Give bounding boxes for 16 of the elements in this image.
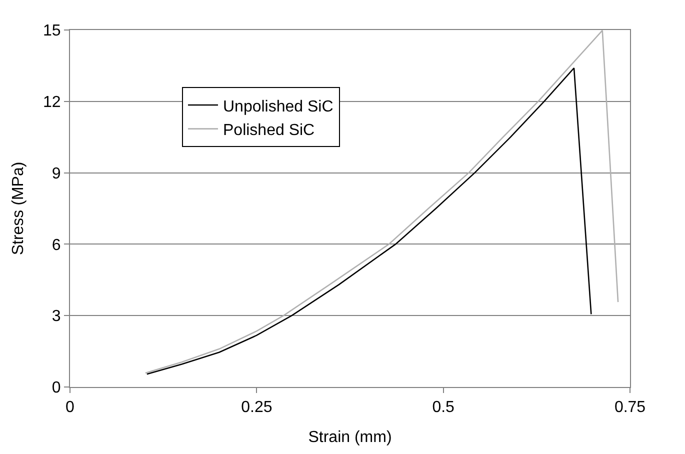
y-axis-title: Stress (MPa) xyxy=(10,162,27,256)
y-tick-label: 15 xyxy=(43,22,61,40)
x-tick-label: 0.5 xyxy=(432,399,455,416)
y-tick-label: 9 xyxy=(52,165,61,182)
line-series xyxy=(146,67,592,375)
x-tick-label: 0.75 xyxy=(614,399,646,416)
x-tick-label: 0 xyxy=(66,399,75,416)
x-axis-title: Strain (mm) xyxy=(308,428,392,446)
x-tick-label: 0.25 xyxy=(241,399,272,416)
y-tick-label: 0 xyxy=(52,380,61,397)
y-tick-label: 12 xyxy=(43,94,61,111)
legend-label: Polished SiC xyxy=(223,122,315,140)
legend-label: Unpolished SiC xyxy=(223,98,334,116)
line-series xyxy=(144,30,619,374)
y-tick-label: 3 xyxy=(52,308,61,326)
y-tick-label: 6 xyxy=(52,236,61,254)
